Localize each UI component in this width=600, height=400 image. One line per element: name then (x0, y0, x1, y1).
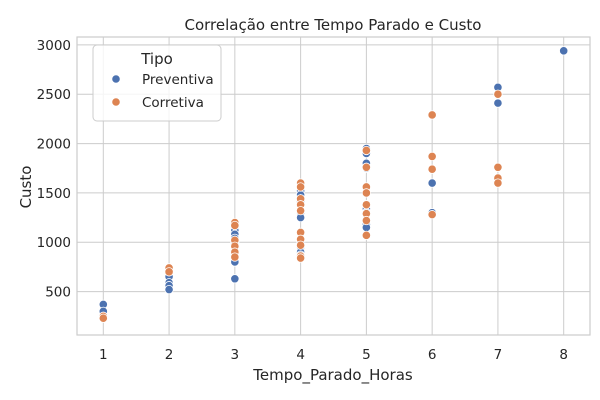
data-point-corretiva (361, 230, 371, 240)
y-tick-label: 2000 (37, 137, 71, 153)
y-tick-label: 1000 (37, 235, 71, 251)
x-tick-label: 5 (362, 347, 371, 363)
y-tick-label: 3000 (37, 38, 71, 54)
x-tick-label: 1 (99, 347, 108, 363)
y-tick-label: 500 (45, 285, 71, 301)
x-tick-label: 8 (559, 347, 568, 363)
y-axis-label: Custo (17, 166, 35, 209)
data-point-corretiva (493, 162, 503, 172)
chart-title: Correlação entre Tempo Parado e Custo (185, 16, 482, 34)
legend-marker-corretiva (111, 97, 121, 107)
data-point-corretiva (361, 215, 371, 226)
data-point-corretiva (361, 200, 371, 210)
data-point-preventiva (427, 178, 437, 188)
data-point-corretiva (296, 240, 306, 250)
data-point-corretiva (98, 313, 108, 323)
x-tick-label: 2 (165, 347, 174, 363)
legend-label-corretiva: Corretiva (142, 95, 204, 111)
y-tick-label: 1500 (37, 186, 71, 202)
y-tick-label: 2500 (37, 87, 71, 103)
x-tick-label: 4 (296, 347, 305, 363)
data-points (98, 46, 569, 323)
legend-marker-preventiva (111, 74, 121, 84)
plot-frame (76, 36, 591, 336)
data-point-corretiva (361, 188, 371, 198)
data-point-preventiva (559, 46, 569, 56)
data-point-corretiva (427, 210, 437, 220)
data-point-corretiva (493, 178, 503, 188)
data-point-corretiva (296, 253, 306, 263)
data-point-corretiva (164, 267, 174, 277)
x-tick-labels: 1 2 3 4 5 6 7 8 (99, 347, 568, 363)
data-point-preventiva (493, 98, 503, 108)
data-point-corretiva (230, 220, 240, 231)
data-point-corretiva (296, 206, 306, 216)
data-point-preventiva (230, 274, 240, 284)
legend-title: Tipo (140, 50, 173, 68)
data-point-corretiva (427, 164, 437, 174)
legend-label-preventiva: Preventiva (142, 72, 214, 88)
data-point-preventiva (164, 285, 174, 295)
data-point-corretiva (427, 151, 437, 161)
series-corretiva (98, 89, 503, 323)
data-point-corretiva (296, 182, 306, 192)
x-tick-label: 3 (231, 347, 240, 363)
legend: Tipo Preventiva Corretiva (92, 44, 222, 122)
data-point-corretiva (230, 252, 240, 262)
x-tick-label: 6 (428, 347, 437, 363)
legend-box (92, 44, 222, 122)
x-axis-label: Tempo_Parado_Horas (252, 366, 413, 385)
x-tick-label: 7 (494, 347, 503, 363)
data-point-corretiva (493, 89, 503, 99)
data-point-corretiva (361, 162, 371, 172)
y-tick-labels: 500 1000 1500 2000 2500 3000 (37, 38, 71, 301)
data-point-corretiva (361, 145, 371, 156)
data-point-corretiva (427, 110, 437, 120)
